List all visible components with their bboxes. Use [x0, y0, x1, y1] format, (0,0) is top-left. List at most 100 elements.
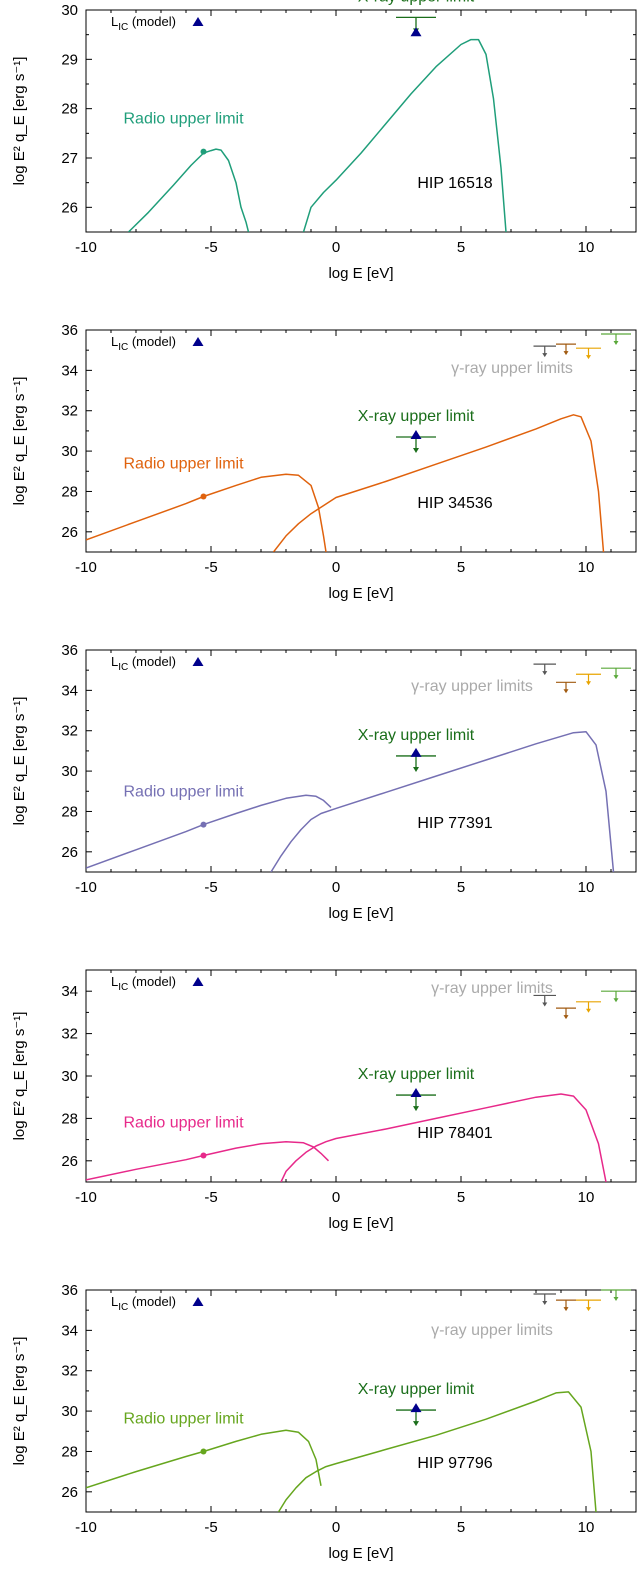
lic-legend-label: LIC (model) [111, 974, 176, 993]
y-tick-label: 32 [61, 403, 78, 420]
x-tick-label: 5 [457, 559, 465, 576]
y-axis-label: log E² q_E [erg s⁻¹] [11, 1012, 28, 1141]
lic-legend-marker [192, 657, 204, 666]
y-tick-label: 34 [61, 362, 78, 379]
x-tick-label: 10 [578, 1189, 595, 1206]
x-axis-label: log E [eV] [328, 1545, 393, 1562]
x-tick-label: 10 [578, 1519, 595, 1536]
gamma-limit-arrow-head-4 [613, 341, 619, 346]
gamma-limit-arrow-head-1 [542, 671, 548, 676]
x-axis-label: log E [eV] [328, 1215, 393, 1232]
spectrum-series-2 [272, 414, 605, 552]
lic-model-marker [410, 747, 422, 757]
y-tick-label: 28 [61, 1443, 78, 1460]
spectrum-series-1 [86, 794, 332, 869]
y-tick-label: 30 [61, 2, 78, 19]
gamma-upper-limits-label: γ-ray upper limits [411, 678, 533, 695]
x-tick-label: -10 [75, 559, 97, 576]
y-axis-label: log E² q_E [erg s⁻¹] [11, 377, 28, 506]
y-tick-label: 26 [61, 199, 78, 216]
x-tick-label: 0 [332, 1519, 340, 1536]
curves [86, 414, 605, 552]
x-axis-label: log E [eV] [328, 265, 393, 282]
y-tick-label: 34 [61, 682, 78, 699]
plot-frame [85, 1289, 637, 1513]
gamma-limit-arrow-head-3 [586, 355, 591, 360]
lic-model-marker [410, 1087, 422, 1097]
x-tick-label: -10 [75, 879, 97, 896]
chart-panel-4: -10 -5 0 5 10 26 28 30 32 34 log E [eV] log E² q_E … [11, 969, 637, 1232]
y-tick-label: 36 [61, 322, 78, 339]
x-tick-label: -5 [204, 239, 217, 256]
y-tick-label: 34 [61, 1322, 78, 1339]
x-tick-label: 0 [332, 1189, 340, 1206]
xray-upper-limit-label: X-ray upper limit [358, 408, 475, 425]
spectrum-series-1 [86, 473, 327, 552]
x-tick-label: 10 [578, 879, 595, 896]
x-tick-label: 10 [578, 239, 595, 256]
chart-panel-2: -10 -5 0 5 10 26 28 30 32 34 36 log E [eV] log E² q_… [11, 322, 637, 602]
lic-legend-marker [192, 977, 204, 986]
y-tick-label: 26 [61, 1484, 78, 1501]
lic-legend-label: LIC (model) [111, 1294, 176, 1313]
x-tick-label: -5 [204, 1519, 217, 1536]
source-label: HIP 34536 [417, 495, 492, 512]
x-tick-label: -10 [75, 1189, 97, 1206]
gamma-upper-limits-label: γ-ray upper limits [431, 980, 553, 997]
spectrum-series-1 [127, 148, 250, 232]
y-axis-label: log E² q_E [erg s⁻¹] [11, 1337, 28, 1466]
gamma-limit-arrow-head-3 [586, 1307, 591, 1312]
gamma-limit-arrow-head-2 [563, 689, 569, 694]
gamma-limit-arrow-head-4 [613, 675, 619, 680]
lic-model-marker [410, 1403, 422, 1413]
gamma-limit-arrow-head-2 [563, 351, 569, 356]
radio-upper-limit-point [200, 821, 207, 828]
radio-upper-limit-label: Radio upper limit [124, 1115, 245, 1132]
x-tick-label: 0 [332, 559, 340, 576]
lic-legend-marker [192, 17, 204, 26]
y-tick-label: 32 [61, 1363, 78, 1380]
source-label: HIP 77391 [417, 815, 492, 832]
xray-limit-arrow-head [413, 447, 419, 453]
curves [86, 730, 615, 872]
y-tick-label: 32 [61, 723, 78, 740]
gamma-limit-arrow-head-3 [586, 1008, 591, 1013]
gamma-limit-arrow-head-1 [542, 1002, 548, 1007]
spectrum-series-2 [277, 1391, 597, 1512]
y-axis-label: log E² q_E [erg s⁻¹] [11, 57, 28, 186]
x-tick-label: -10 [75, 1519, 97, 1536]
xray-limit-arrow-head [413, 1106, 419, 1112]
source-label: HIP 97796 [417, 1455, 492, 1472]
radio-upper-limit-label: Radio upper limit [124, 1410, 245, 1427]
radio-upper-limit-point [200, 1448, 207, 1455]
y-tick-label: 26 [61, 1153, 78, 1170]
spectrum-series-2 [270, 730, 615, 872]
chart-panel-5: -10 -5 0 5 10 26 28 30 32 34 36 log E [eV] log E² q_… [11, 1282, 637, 1562]
y-tick-label: 36 [61, 642, 78, 659]
y-axis-label: log E² q_E [erg s⁻¹] [11, 697, 28, 826]
source-label: HIP 78401 [417, 1125, 492, 1142]
gamma-limit-arrow-head-1 [542, 1301, 548, 1306]
lic-model-marker [410, 27, 422, 37]
spectrum-series-2 [280, 1093, 607, 1182]
y-tick-label: 28 [61, 101, 78, 118]
spectrum-series-1 [86, 1140, 330, 1181]
y-tick-label: 30 [61, 1068, 78, 1085]
y-tick-label: 26 [61, 844, 78, 861]
x-tick-label: 0 [332, 879, 340, 896]
lic-model-marker [410, 429, 422, 439]
gamma-limit-arrow-head-4 [613, 998, 619, 1003]
x-tick-label: -5 [204, 879, 217, 896]
x-tick-label: 5 [457, 1519, 465, 1536]
y-tick-label: 36 [61, 1282, 78, 1299]
gamma-upper-limits-label: γ-ray upper limits [431, 1322, 553, 1339]
lic-legend-marker [192, 1297, 204, 1306]
radio-upper-limit-label: Radio upper limit [124, 784, 245, 801]
curves [86, 1391, 597, 1512]
lic-legend-label: LIC (model) [111, 14, 176, 33]
y-tick-label: 30 [61, 1403, 78, 1420]
lic-legend-label: LIC (model) [111, 334, 176, 353]
spectrum-series-1 [86, 1429, 322, 1489]
radio-upper-limit-point [200, 1152, 207, 1159]
